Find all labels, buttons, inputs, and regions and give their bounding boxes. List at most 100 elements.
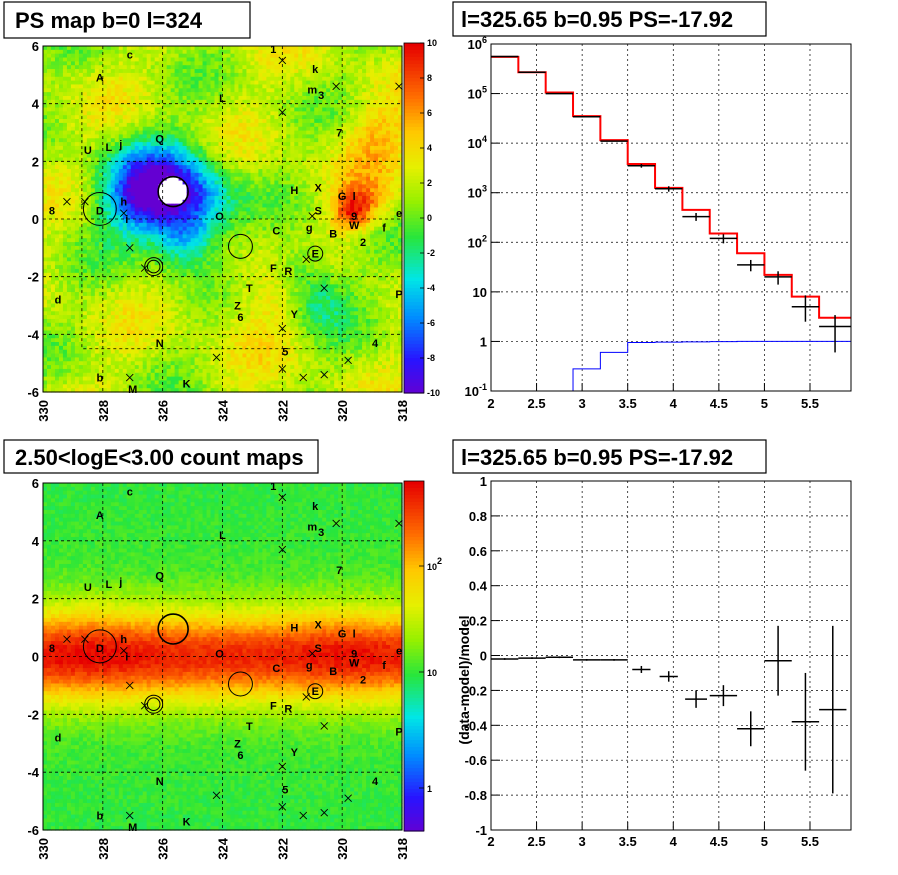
map-pixel (166, 318, 172, 324)
map-pixel (118, 119, 124, 124)
map-pixel (194, 280, 200, 285)
map-pixel (106, 234, 112, 239)
map-pixel (250, 53, 256, 59)
map-pixel (186, 361, 192, 366)
map-pixel (46, 322, 52, 328)
map-pixel (202, 111, 208, 116)
map-pixel (174, 199, 180, 205)
map-pixel (246, 207, 252, 212)
map-pixel (250, 219, 256, 224)
map-pixel (110, 334, 116, 339)
map-pixel (82, 195, 88, 201)
map-pixel (238, 226, 244, 232)
map-pixel (230, 376, 236, 382)
map-pixel (142, 303, 148, 309)
map-pixel (190, 145, 196, 151)
map-pixel (58, 57, 64, 62)
map-pixel (134, 161, 140, 166)
map-pixel (114, 76, 120, 82)
map-pixel (78, 211, 84, 216)
map-pixel (142, 372, 148, 378)
map-pixel (134, 188, 140, 193)
map-pixel (194, 353, 200, 358)
map-pixel (70, 368, 76, 374)
map-pixel (170, 145, 176, 151)
map-pixel (138, 65, 144, 70)
map-pixel (190, 311, 196, 316)
map-pixel (122, 365, 128, 370)
map-pixel (98, 57, 104, 62)
map-pixel (110, 357, 116, 362)
map-pixel (174, 153, 180, 159)
map-pixel (158, 372, 164, 378)
map-pixel (130, 318, 136, 324)
map-pixel (110, 61, 116, 66)
map-pixel (218, 103, 224, 109)
map-pixel (242, 99, 248, 105)
map-pixel (162, 280, 168, 285)
map-pixel (178, 299, 184, 305)
map-pixel (150, 184, 156, 189)
map-pixel (130, 188, 136, 193)
map-pixel (126, 153, 132, 159)
map-pixel (222, 169, 228, 174)
map-pixel (206, 311, 212, 316)
map-pixel (98, 322, 104, 328)
map-pixel (162, 349, 168, 355)
map-pixel (190, 184, 196, 189)
map-pixel (170, 265, 176, 270)
map-pixel (142, 284, 148, 289)
map-pixel (62, 69, 68, 74)
map-pixel (222, 242, 228, 247)
map-pixel (90, 219, 96, 224)
map-pixel (130, 61, 136, 66)
map-pixel (218, 318, 224, 324)
map-pixel (206, 230, 212, 235)
map-pixel (166, 365, 172, 370)
map-pixel (218, 268, 224, 274)
map-pixel (46, 107, 52, 112)
map-pixel (43, 257, 48, 262)
map-pixel (234, 122, 240, 128)
map-pixel (186, 349, 192, 355)
map-pixel (170, 211, 176, 216)
map-pixel (98, 134, 104, 139)
map-pixel (222, 372, 228, 378)
map-pixel (74, 99, 80, 105)
map-pixel (238, 242, 244, 247)
map-pixel (82, 172, 88, 178)
map-pixel (46, 122, 52, 128)
map-pixel (226, 172, 232, 178)
map-pixel (74, 176, 80, 182)
map-pixel (186, 199, 192, 205)
map-pixel (170, 261, 176, 266)
map-pixel (158, 380, 164, 385)
map-pixel (186, 153, 192, 159)
map-pixel (82, 315, 88, 320)
map-pixel (178, 380, 184, 385)
map-pixel (138, 119, 144, 124)
map-pixel (198, 53, 204, 59)
map-pixel (158, 272, 164, 278)
map-pixel (74, 365, 80, 370)
map-pixel (90, 368, 96, 374)
map-pixel (126, 122, 132, 128)
map-pixel (150, 249, 156, 255)
map-pixel (174, 365, 180, 370)
map-pixel (70, 211, 76, 216)
map-pixel (202, 353, 208, 358)
map-pixel (118, 69, 124, 74)
map-pixel (58, 88, 64, 93)
map-pixel (90, 330, 96, 335)
map-pixel (158, 388, 164, 393)
map-pixel (78, 388, 84, 393)
map-pixel (230, 272, 236, 278)
map-pixel (130, 342, 136, 347)
map-pixel (114, 92, 120, 97)
map-pixel (178, 169, 184, 174)
map-pixel (138, 161, 144, 166)
map-pixel (54, 65, 60, 70)
map-pixel (230, 103, 236, 109)
map-pixel (250, 261, 256, 266)
map-pixel (194, 261, 200, 266)
